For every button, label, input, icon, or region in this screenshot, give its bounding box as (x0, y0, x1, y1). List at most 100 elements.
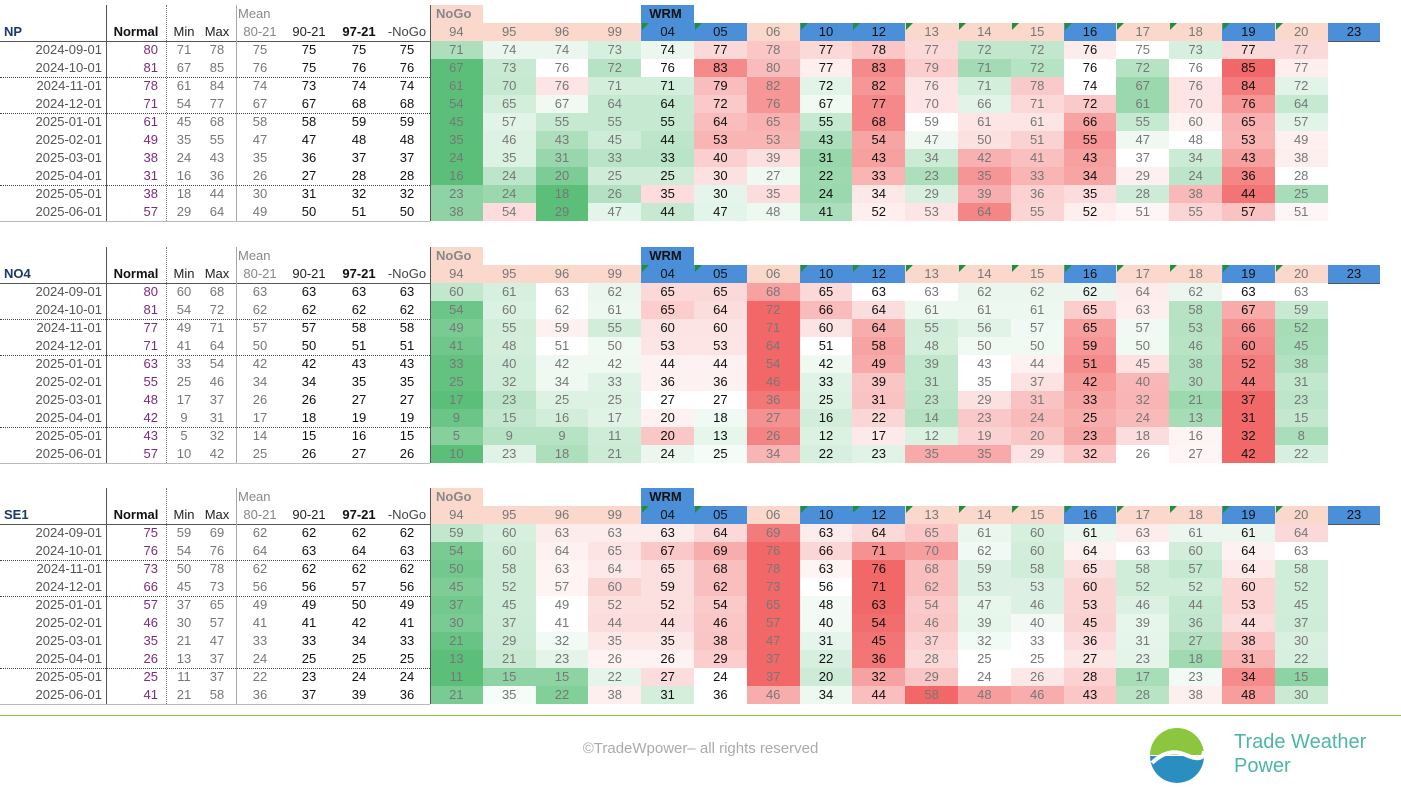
value-cell: 33 (588, 149, 642, 167)
value-cell: 77 (905, 41, 958, 59)
stat-cell: 36 (301, 150, 317, 165)
value-cell: 84 (1222, 77, 1275, 95)
row-date: 2025-05-01 (35, 186, 103, 201)
value-cell: 79 (905, 59, 958, 77)
stat-cell: 33 (252, 633, 268, 648)
row-date: 2024-10-01 (35, 60, 103, 75)
year-header-17: 17 (1116, 23, 1170, 41)
value-cell: 37 (746, 650, 800, 668)
column-header--nogo: -NoGo (387, 24, 427, 39)
value-cell: 37 (1010, 373, 1064, 391)
value-cell: 37 (1116, 149, 1170, 167)
stat-cell: 41 (301, 615, 317, 630)
stat-cell: 62 (252, 561, 268, 576)
value-cell: 23 (430, 185, 483, 203)
value-cell: 44 (1222, 614, 1275, 632)
stat-cell: 62 (399, 561, 415, 576)
value-cell: 53 (1010, 578, 1064, 596)
row-date: 2025-02-01 (35, 615, 103, 630)
value-cell: 44 (641, 131, 694, 149)
value-cell: 73 (588, 41, 642, 59)
nogo-header-label: NoGo (430, 5, 483, 23)
stat-cell: 63 (143, 356, 158, 371)
value-cell: 33 (799, 373, 853, 391)
value-cell: 39 (958, 614, 1011, 632)
row-divider (0, 77, 430, 78)
value-cell: 34 (1222, 668, 1275, 686)
column-divider (166, 5, 167, 221)
value-cell: 44 (694, 355, 747, 373)
value-cell: 77 (852, 95, 906, 113)
value-cell: 60 (694, 319, 747, 337)
value-cell: 54 (852, 614, 906, 632)
value-cell: 9 (482, 427, 536, 445)
comment-marker-icon (642, 265, 650, 272)
stat-cell: 59 (351, 114, 367, 129)
value-cell: 76 (1169, 59, 1222, 77)
value-cell: 64 (1274, 524, 1328, 542)
comment-marker-icon (1170, 23, 1178, 30)
value-cell: 29 (1116, 167, 1170, 185)
value-cell: 17 (1116, 668, 1170, 686)
value-cell: 26 (641, 650, 694, 668)
stat-cell: 74 (351, 78, 367, 93)
value-cell: 63 (1274, 542, 1328, 560)
value-cell: 68 (694, 560, 747, 578)
value-cell: 24 (799, 185, 853, 203)
stat-cell: 26 (252, 392, 268, 407)
year-header-23: 23 (1327, 265, 1381, 283)
comment-marker-icon (959, 23, 966, 30)
year-header-13: 13 (905, 265, 958, 283)
value-cell: 16 (430, 167, 483, 185)
value-cell: 71 (958, 59, 1011, 77)
stat-cell: 43 (209, 150, 225, 165)
value-cell: 24 (958, 668, 1011, 686)
value-cell: 71 (641, 77, 694, 95)
year-header-17: 17 (1116, 506, 1170, 524)
column-header-normal: Normal (113, 507, 159, 522)
value-cell: 51 (1010, 131, 1064, 149)
value-cell: 45 (430, 113, 483, 131)
value-cell: 31 (1222, 650, 1275, 668)
value-cell: 72 (799, 77, 853, 95)
value-cell: 23 (1063, 427, 1117, 445)
value-cell: 65 (482, 95, 536, 113)
value-cell: 53 (1063, 596, 1117, 614)
value-cell: 54 (430, 95, 483, 113)
column-header-90-21: 90-21 (292, 266, 326, 281)
value-cell: 77 (799, 59, 853, 77)
value-cell: 60 (1222, 337, 1275, 355)
value-cell: 55 (799, 113, 853, 131)
value-cell: 65 (1063, 301, 1117, 319)
region-name-label: SE1 (4, 507, 29, 522)
stat-cell: 25 (301, 651, 317, 666)
logo-text-line2: Power (1234, 755, 1291, 777)
value-cell: 43 (1222, 149, 1275, 167)
stat-cell: 67 (176, 60, 192, 75)
value-cell: 36 (694, 686, 747, 704)
year-header-19: 19 (1222, 506, 1275, 524)
comment-marker-icon (1223, 23, 1230, 30)
value-cell: 41 (799, 203, 853, 221)
value-cell: 72 (1010, 59, 1064, 77)
year-header-15: 15 (1010, 506, 1064, 524)
column-header--nogo: -NoGo (387, 507, 427, 522)
value-cell: 58 (1010, 560, 1064, 578)
column-divider (106, 488, 107, 704)
value-cell: 59 (1063, 337, 1117, 355)
year-header-99: 99 (588, 23, 642, 41)
value-cell: 14 (905, 409, 958, 427)
stat-cell: 43 (351, 356, 367, 371)
value-cell: 60 (482, 301, 536, 319)
value-cell: 83 (694, 59, 747, 77)
value-cell: 28 (905, 650, 958, 668)
row-date: 2025-05-01 (35, 428, 103, 443)
comment-marker-icon (642, 23, 650, 30)
stat-cell: 62 (351, 302, 367, 317)
row-date: 2025-06-01 (35, 446, 103, 461)
value-cell: 75 (1116, 41, 1170, 59)
value-cell: 35 (958, 167, 1011, 185)
stat-cell: 68 (351, 96, 367, 111)
year-header-10: 10 (799, 506, 853, 524)
stat-cell: 68 (399, 96, 415, 111)
